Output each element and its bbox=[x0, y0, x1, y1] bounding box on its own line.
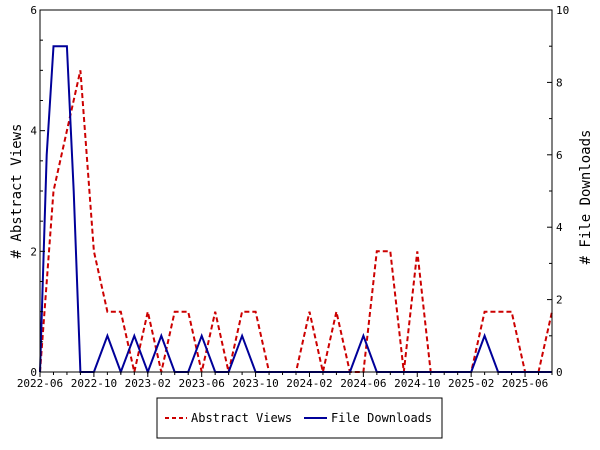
x-tick-label: 2022-06 bbox=[17, 377, 63, 390]
legend-label-abstract-views: Abstract Views bbox=[191, 411, 292, 425]
x-tick-label: 2024-10 bbox=[394, 377, 440, 390]
legend-label-file-downloads: File Downloads bbox=[331, 411, 432, 425]
left-y-axis: 0 2 4 6 bbox=[30, 4, 45, 379]
left-tick-label: 4 bbox=[30, 125, 37, 138]
x-tick-label: 2025-06 bbox=[502, 377, 548, 390]
x-tick-label: 2024-02 bbox=[286, 377, 332, 390]
left-tick-label: 0 bbox=[30, 366, 37, 379]
plot-lines bbox=[39, 45, 553, 375]
right-tick-label: 2 bbox=[556, 294, 563, 307]
right-y-axis: 0 2 4 6 8 10 bbox=[547, 4, 569, 379]
right-tick-label: 6 bbox=[556, 149, 563, 162]
left-tick-label: 6 bbox=[30, 4, 37, 17]
x-tick-label: 2022-10 bbox=[71, 377, 117, 390]
series-line-file-downloads bbox=[39, 45, 552, 375]
x-axis: 2022-06 2022-10 2023-02 2023-06 2023-10 2024-… bbox=[17, 372, 553, 390]
legend: Abstract Views File Downloads bbox=[156, 397, 443, 439]
left-axis-title: # Abstract Views bbox=[9, 124, 25, 259]
right-tick-label: 8 bbox=[556, 76, 563, 89]
left-tick-label: 2 bbox=[30, 245, 37, 258]
legend-box bbox=[156, 397, 443, 439]
x-tick-label: 2023-02 bbox=[125, 377, 171, 390]
series-line-abstract-views bbox=[39, 70, 553, 373]
x-tick-label: 2023-10 bbox=[232, 377, 278, 390]
x-tick-label: 2025-02 bbox=[448, 377, 494, 390]
x-tick-label: 2024-06 bbox=[340, 377, 386, 390]
right-tick-label: 4 bbox=[556, 221, 563, 234]
right-tick-label: 10 bbox=[556, 4, 569, 17]
right-tick-label: 0 bbox=[556, 366, 563, 379]
right-axis-title: # File Downloads bbox=[578, 130, 594, 265]
x-tick-label: 2023-06 bbox=[179, 377, 225, 390]
plot-frame bbox=[39, 9, 553, 373]
